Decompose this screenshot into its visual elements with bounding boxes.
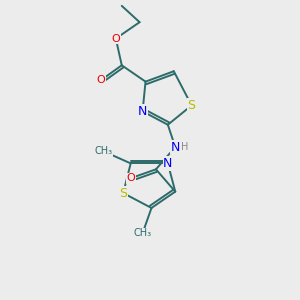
Text: N: N xyxy=(138,105,147,118)
Text: N: N xyxy=(171,140,180,154)
Text: CH₃: CH₃ xyxy=(134,228,152,238)
Text: CH₃: CH₃ xyxy=(95,146,113,157)
Text: O: O xyxy=(111,34,120,44)
Text: S: S xyxy=(188,99,196,112)
Text: S: S xyxy=(119,187,127,200)
Text: O: O xyxy=(126,173,135,183)
Text: O: O xyxy=(97,75,105,85)
Text: H: H xyxy=(181,142,188,152)
Text: N: N xyxy=(163,157,172,170)
